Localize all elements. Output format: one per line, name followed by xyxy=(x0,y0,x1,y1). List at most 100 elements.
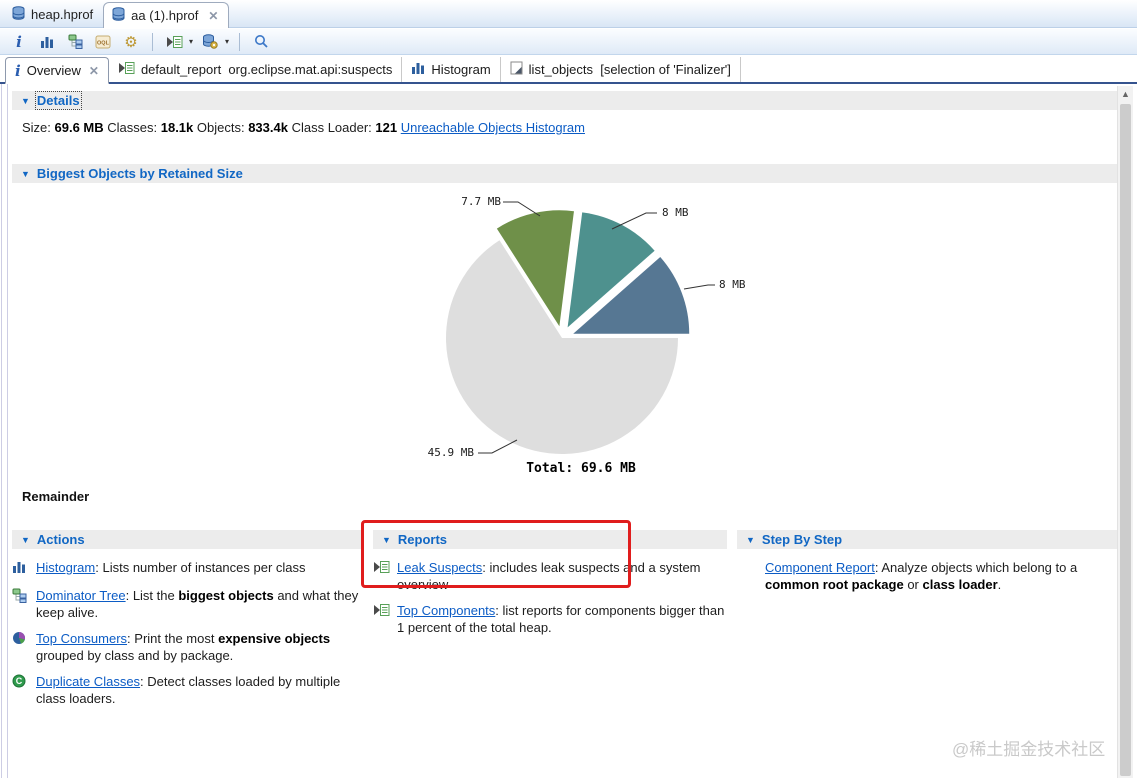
histogram-icon[interactable] xyxy=(36,32,58,52)
info-icon[interactable]: i xyxy=(16,32,22,51)
item-text: Top Components: list reports for compone… xyxy=(397,603,725,635)
heap-dump-db-icon xyxy=(112,7,125,24)
list-item: Top Components: list reports for compone… xyxy=(373,602,727,636)
heap-details-line: Size: 69.6 MB Classes: 18.1k Objects: 83… xyxy=(22,120,585,135)
list-item: Leak Suspects: includes leak suspects an… xyxy=(373,559,727,593)
leader-line-45.9mb xyxy=(478,439,518,454)
view-tab-label: Overview xyxy=(26,63,81,78)
list-item: Component Report: Analyze objects which … xyxy=(737,559,1117,593)
list-item: C Duplicate Classes: Detect classes loade… xyxy=(12,673,362,707)
collapse-triangle-icon[interactable]: ▼ xyxy=(21,168,30,179)
toolbar-separator xyxy=(152,32,153,51)
pie-label-teal: 8 MB xyxy=(662,206,689,219)
step-by-step-section-header: ▼ Step By Step xyxy=(737,530,1117,549)
pie-slice-8-mb[interactable] xyxy=(573,257,690,334)
heap-dump-dropdown-icon[interactable]: ▾ xyxy=(225,37,230,46)
report-icon xyxy=(373,559,397,593)
collapse-triangle-icon[interactable]: ▼ xyxy=(746,534,755,545)
leader-line-8mb-teal xyxy=(611,212,657,230)
view-border xyxy=(1,84,2,778)
reports-column: ▼ Reports Leak Suspects: includes leak s… xyxy=(373,530,727,645)
view-tab-label: default_report org.eclipse.mat.api:suspe… xyxy=(140,62,393,77)
run-report-icon[interactable] xyxy=(163,32,185,52)
report-icon xyxy=(118,61,135,78)
view-tab-default_report[interactable]: default_report org.eclipse.mat.api:suspe… xyxy=(109,57,403,82)
heap-dump-db-icon xyxy=(12,5,25,23)
collapse-triangle-icon[interactable]: ▼ xyxy=(21,95,30,106)
top-consumers-link[interactable]: Top Consumers xyxy=(36,631,128,646)
editor-tab-label: heap.hprof xyxy=(31,6,94,22)
item-text: Histogram: Lists number of instances per… xyxy=(36,560,306,575)
pie-label-remainder: 45.9 MB xyxy=(427,446,474,459)
histogram-icon xyxy=(411,61,425,78)
svg-text:C: C xyxy=(16,676,23,686)
item-text: Dominator Tree: List the biggest objects… xyxy=(36,588,359,620)
step-by-step-section-title: Step By Step xyxy=(761,532,843,547)
collapse-triangle-icon[interactable]: ▼ xyxy=(21,534,30,545)
unreachable-objects-histogram-link[interactable]: Unreachable Objects Histogram xyxy=(400,120,585,135)
editor-tabbar: heap.hprof aa (1).hprof ✕ xyxy=(0,0,1137,28)
heap-dump-gear-icon[interactable] xyxy=(199,32,221,52)
collapse-triangle-icon[interactable]: ▼ xyxy=(382,534,391,545)
search-icon[interactable] xyxy=(250,32,272,52)
leader-line-8mb-blue xyxy=(683,284,715,290)
close-tab-icon[interactable]: ✕ xyxy=(88,63,99,78)
step-by-step-column: ▼ Step By Step Component Report: Analyze… xyxy=(737,530,1117,602)
customize-gear-icon[interactable]: ⚙ xyxy=(124,33,138,51)
item-text: Top Consumers: Print the most expensive … xyxy=(36,631,331,663)
details-section-title[interactable]: Details xyxy=(34,91,82,110)
vertical-scrollbar[interactable]: ▲ xyxy=(1117,86,1133,778)
list-item: Histogram: Lists number of instances per… xyxy=(12,559,362,578)
view-tab-histogram[interactable]: Histogram xyxy=(402,57,501,82)
list-item: Top Consumers: Print the most expensive … xyxy=(12,630,362,664)
pie-chart-icon xyxy=(12,630,36,664)
top-components-link[interactable]: Top Components xyxy=(397,603,496,618)
view-tab-label: Histogram xyxy=(431,62,491,77)
editor-tab-heap-hprof[interactable]: heap.hprof xyxy=(4,1,103,27)
dominator-tree-icon[interactable] xyxy=(64,32,86,52)
list-item: Dominator Tree: List the biggest objects… xyxy=(12,587,362,621)
pie-total-label: Total: 69.6 MB xyxy=(526,461,636,476)
item-text: Leak Suspects: includes leak suspects an… xyxy=(397,560,701,592)
view-tab-label: list_objects [selection of 'Finalizer'] xyxy=(528,62,731,77)
duplicate-classes-icon: C xyxy=(12,673,36,707)
pie-label-blue: 8 MB xyxy=(719,278,746,291)
component-report-link[interactable]: Component Report xyxy=(765,560,875,575)
toolbar-separator xyxy=(239,32,241,51)
biggest-objects-section-header: ▼ Biggest Objects by Retained Size xyxy=(12,164,1117,183)
pie-slice-remainder[interactable] xyxy=(445,240,678,454)
scrollbar-thumb[interactable] xyxy=(1120,104,1131,776)
view-border xyxy=(7,84,8,778)
close-tab-icon[interactable]: ✕ xyxy=(208,8,219,23)
report-icon xyxy=(373,602,397,636)
leak-suspects-link[interactable]: Leak Suspects xyxy=(397,560,483,575)
actions-column: ▼ Actions Histogram: Lists number of ins… xyxy=(12,530,362,716)
svg-text:OQL: OQL xyxy=(97,40,110,46)
duplicate-classes-link[interactable]: Duplicate Classes xyxy=(36,674,141,689)
dominator-tree-link[interactable]: Dominator Tree xyxy=(36,588,126,603)
editor-tab-label: aa (1).hprof xyxy=(131,8,199,23)
oql-icon[interactable]: OQL xyxy=(92,32,114,52)
dominator-tree-icon xyxy=(12,587,36,621)
pie-slice-7.7-mb[interactable] xyxy=(496,210,574,327)
reports-section-title: Reports xyxy=(397,532,448,547)
remainder-label: Remainder xyxy=(22,489,90,504)
view-tab-overview[interactable]: i Overview ✕ xyxy=(5,57,109,84)
run-report-dropdown-icon[interactable]: ▾ xyxy=(189,37,194,46)
pie-slice-8-mb[interactable] xyxy=(567,212,655,328)
retained-size-pie-chart: 7.7 MB 8 MB 8 MB 45.9 MB Total: 69.6 MB xyxy=(12,190,1117,482)
histogram-link[interactable]: Histogram xyxy=(36,560,96,575)
pie-label-green: 7.7 MB xyxy=(461,195,501,208)
view-tabbar: i Overview ✕ default_report org.eclipse.mat… xyxy=(0,56,1137,84)
toolbar: i OQL ⚙ ▾ ▾ xyxy=(0,29,1137,55)
editor-tab-aa-1-hprof[interactable]: aa (1).hprof ✕ xyxy=(103,2,230,28)
page-icon xyxy=(510,61,523,78)
histogram-icon xyxy=(12,559,36,578)
item-text: Component Report: Analyze objects which … xyxy=(765,560,1078,592)
view-tab-list_objects[interactable]: list_objects [selection of 'Finalizer'] xyxy=(501,57,741,82)
scrollbar-up-arrow-icon[interactable]: ▲ xyxy=(1121,89,1130,99)
actions-section-title: Actions xyxy=(36,532,85,547)
watermark-text: @稀土掘金技术社区 xyxy=(952,740,1106,759)
biggest-objects-section-title: Biggest Objects by Retained Size xyxy=(36,166,243,181)
